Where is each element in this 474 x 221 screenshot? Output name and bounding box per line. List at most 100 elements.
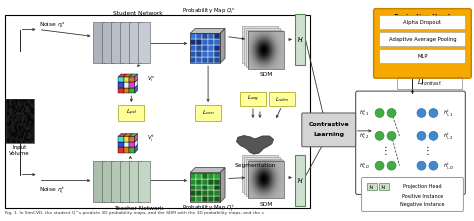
Circle shape (417, 131, 426, 140)
Bar (214, 45, 220, 51)
Text: SDM: SDM (259, 72, 273, 77)
FancyBboxPatch shape (366, 183, 376, 191)
Text: Segmentation: Segmentation (234, 163, 276, 168)
Bar (118, 147, 124, 153)
Bar (196, 185, 202, 191)
Bar (214, 173, 220, 179)
Bar (138, 22, 150, 63)
FancyBboxPatch shape (118, 105, 144, 121)
Circle shape (417, 109, 426, 117)
Bar (93, 161, 105, 202)
Bar (129, 161, 141, 202)
FancyBboxPatch shape (240, 92, 266, 106)
Bar (111, 161, 123, 202)
Polygon shape (135, 145, 137, 153)
FancyBboxPatch shape (379, 183, 389, 191)
Bar (196, 173, 202, 179)
Polygon shape (124, 74, 132, 77)
Text: Contrastive: Contrastive (309, 122, 349, 128)
Polygon shape (135, 139, 137, 147)
Bar (190, 191, 196, 196)
Bar (208, 57, 214, 63)
Bar (190, 173, 196, 179)
Bar (202, 179, 208, 185)
Text: Adaptive Average Pooling: Adaptive Average Pooling (389, 37, 456, 42)
FancyBboxPatch shape (295, 155, 305, 206)
Bar (124, 142, 129, 147)
Bar (138, 161, 150, 202)
Text: $h_{i,2}^t$: $h_{i,2}^t$ (443, 131, 454, 141)
Bar (214, 179, 220, 185)
Text: Noise $\eta_i^t$: Noise $\eta_i^t$ (38, 185, 64, 196)
Polygon shape (118, 134, 127, 136)
Bar (196, 40, 202, 45)
Polygon shape (237, 135, 273, 154)
Bar (214, 196, 220, 202)
Bar (208, 191, 214, 196)
Circle shape (387, 161, 396, 170)
Bar (118, 142, 124, 147)
Bar (129, 77, 135, 82)
Bar (129, 22, 141, 63)
Polygon shape (135, 85, 137, 93)
Bar (129, 147, 135, 153)
Bar (190, 196, 196, 202)
FancyBboxPatch shape (269, 92, 295, 106)
Text: Projection Head: Projection Head (403, 184, 442, 189)
Bar (214, 191, 220, 196)
Bar (202, 51, 208, 57)
Circle shape (429, 109, 438, 117)
Bar (196, 179, 202, 185)
Circle shape (375, 161, 384, 170)
Text: $\mathcal{H}$: $\mathcal{H}$ (368, 183, 375, 191)
Bar (208, 34, 214, 40)
Text: SDM: SDM (259, 202, 273, 207)
Bar (214, 185, 220, 191)
Bar (190, 45, 196, 51)
Bar (214, 51, 220, 57)
Bar (202, 196, 208, 202)
Text: $L_{pd}$: $L_{pd}$ (126, 108, 137, 118)
Bar (202, 34, 208, 40)
Bar (208, 45, 214, 51)
Bar (118, 82, 124, 88)
Bar (202, 45, 208, 51)
FancyBboxPatch shape (242, 155, 278, 192)
Polygon shape (135, 134, 137, 142)
Bar (208, 173, 214, 179)
Circle shape (387, 109, 396, 117)
Polygon shape (129, 74, 137, 77)
FancyBboxPatch shape (302, 113, 356, 147)
Bar (202, 191, 208, 196)
Bar (129, 136, 135, 142)
Polygon shape (220, 29, 225, 63)
Text: MLP: MLP (417, 54, 428, 59)
Bar (124, 77, 129, 82)
Text: $V_i^s$: $V_i^s$ (147, 74, 155, 84)
FancyBboxPatch shape (244, 28, 280, 65)
FancyBboxPatch shape (374, 9, 471, 78)
Bar (124, 136, 129, 142)
Bar (190, 51, 196, 57)
Bar (190, 179, 196, 185)
Text: $h_{i,2}^s$: $h_{i,2}^s$ (359, 131, 370, 140)
Bar (196, 196, 202, 202)
Text: Learning: Learning (313, 132, 344, 137)
FancyBboxPatch shape (362, 178, 463, 211)
FancyBboxPatch shape (246, 30, 282, 67)
Text: ⋮: ⋮ (381, 146, 391, 156)
Circle shape (375, 109, 384, 117)
Circle shape (429, 161, 438, 170)
Circle shape (387, 131, 396, 140)
FancyBboxPatch shape (380, 16, 465, 30)
Bar (190, 185, 196, 191)
Text: $h_{i,1}^s$: $h_{i,1}^s$ (359, 109, 370, 118)
Text: $h_{i,D}^t$: $h_{i,D}^t$ (443, 161, 455, 170)
Bar (196, 51, 202, 57)
Bar (129, 82, 135, 88)
FancyBboxPatch shape (195, 105, 221, 121)
Polygon shape (190, 168, 225, 173)
Text: Fig. 1. In SimCVD, the student Q^s predicts 3D probability maps, and the SDM wit: Fig. 1. In SimCVD, the student Q^s predi… (5, 211, 264, 215)
Text: $L_{contrast}$: $L_{contrast}$ (417, 78, 442, 88)
Circle shape (417, 161, 426, 170)
